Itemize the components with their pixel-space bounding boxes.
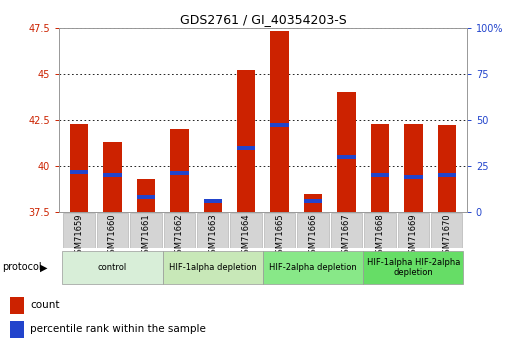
Bar <box>304 199 322 203</box>
Bar <box>170 129 189 212</box>
Bar <box>204 199 222 203</box>
Title: GDS2761 / GI_40354203-S: GDS2761 / GI_40354203-S <box>180 13 346 27</box>
Bar <box>70 124 88 212</box>
Bar <box>337 92 356 212</box>
Text: ▶: ▶ <box>40 263 48 272</box>
Bar <box>237 70 255 212</box>
Bar <box>70 169 88 174</box>
Text: GSM71661: GSM71661 <box>142 214 150 259</box>
Text: HIF-2alpha depletion: HIF-2alpha depletion <box>269 263 357 272</box>
Text: GSM71664: GSM71664 <box>242 214 251 259</box>
Bar <box>10 321 24 338</box>
Bar <box>204 201 222 212</box>
Text: GSM71669: GSM71669 <box>409 214 418 259</box>
FancyBboxPatch shape <box>263 251 363 284</box>
FancyBboxPatch shape <box>398 213 429 248</box>
FancyBboxPatch shape <box>264 213 295 248</box>
Bar <box>137 195 155 199</box>
FancyBboxPatch shape <box>130 213 162 248</box>
Bar <box>237 146 255 150</box>
Bar <box>404 175 423 179</box>
Text: GSM71666: GSM71666 <box>308 214 318 259</box>
Text: percentile rank within the sample: percentile rank within the sample <box>30 325 206 334</box>
Text: GSM71665: GSM71665 <box>275 214 284 259</box>
Bar <box>438 126 456 212</box>
Bar <box>103 142 122 212</box>
Text: GSM71663: GSM71663 <box>208 214 218 259</box>
FancyBboxPatch shape <box>63 213 95 248</box>
Bar <box>10 297 24 314</box>
FancyBboxPatch shape <box>431 213 463 248</box>
Text: GSM71662: GSM71662 <box>175 214 184 259</box>
Bar <box>170 171 189 176</box>
FancyBboxPatch shape <box>197 213 228 248</box>
FancyBboxPatch shape <box>97 213 128 248</box>
Bar <box>137 179 155 212</box>
Bar <box>103 173 122 177</box>
Text: GSM71667: GSM71667 <box>342 214 351 259</box>
Bar <box>270 31 289 212</box>
Text: HIF-1alpha HIF-2alpha
depletion: HIF-1alpha HIF-2alpha depletion <box>367 258 460 277</box>
Bar <box>371 173 389 177</box>
Text: count: count <box>30 300 60 310</box>
FancyBboxPatch shape <box>163 251 263 284</box>
Bar <box>438 173 456 177</box>
Bar <box>404 124 423 212</box>
FancyBboxPatch shape <box>63 251 163 284</box>
FancyBboxPatch shape <box>331 213 362 248</box>
Bar <box>337 155 356 159</box>
Bar <box>371 124 389 212</box>
FancyBboxPatch shape <box>230 213 262 248</box>
Bar <box>304 194 322 212</box>
FancyBboxPatch shape <box>298 213 329 248</box>
Text: protocol: protocol <box>3 263 42 272</box>
Bar <box>270 124 289 127</box>
Text: HIF-1alpha depletion: HIF-1alpha depletion <box>169 263 256 272</box>
Text: GSM71670: GSM71670 <box>442 214 451 259</box>
Text: control: control <box>98 263 127 272</box>
Text: GSM71659: GSM71659 <box>74 214 84 259</box>
FancyBboxPatch shape <box>363 251 463 284</box>
Text: GSM71668: GSM71668 <box>376 214 384 259</box>
Text: GSM71660: GSM71660 <box>108 214 117 259</box>
FancyBboxPatch shape <box>164 213 195 248</box>
FancyBboxPatch shape <box>364 213 396 248</box>
